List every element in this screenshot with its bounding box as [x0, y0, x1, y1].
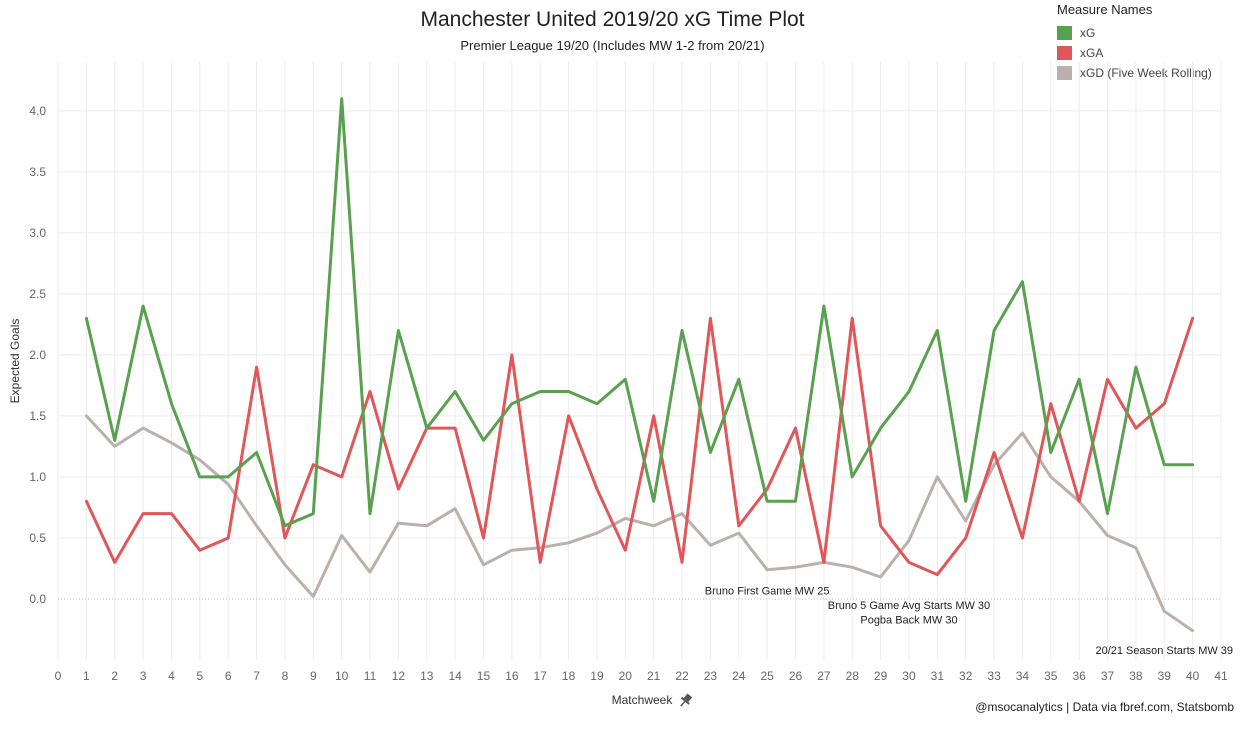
legend-swatch-xg: [1057, 26, 1072, 40]
series-line-xg[interactable]: [84, 97, 1195, 528]
x-tick-label: 31: [931, 669, 945, 683]
x-tick-label: 30: [902, 669, 916, 683]
x-tick-label: 0: [55, 669, 62, 683]
x-tick-label: 21: [647, 669, 661, 683]
x-tick-label: 37: [1101, 669, 1115, 683]
footer-credit: @msocanalytics | Data via fbref.com, Sta…: [975, 700, 1234, 714]
x-tick-label: 2: [111, 669, 118, 683]
x-tick-label: 34: [1016, 669, 1030, 683]
legend-title: Measure Names: [1057, 2, 1153, 17]
x-axis-title: Matchweek: [612, 693, 674, 707]
x-tick-label: 26: [789, 669, 803, 683]
x-tick-label: 28: [846, 669, 860, 683]
x-tick-label: 22: [675, 669, 689, 683]
legend: Measure Names xG xGA xGD (Five Week Roll…: [1057, 2, 1212, 83]
legend-swatch-xgd: [1057, 66, 1072, 80]
legend-item-xga[interactable]: xGA: [1057, 43, 1212, 63]
annotation-label: Bruno First Game MW 25: [705, 585, 830, 597]
series-line-xgd-five-week-rolling[interactable]: [84, 414, 1195, 633]
x-tick-label: 9: [310, 669, 317, 683]
x-tick-label: 25: [760, 669, 774, 683]
y-tick-label: 3.5: [29, 165, 46, 179]
legend-item-xgd[interactable]: xGD (Five Week Rolling): [1057, 63, 1212, 83]
y-axis-title: Expected Goals: [8, 319, 22, 404]
chart-title: Manchester United 2019/20 xG Time Plot: [420, 8, 805, 31]
y-tick-label: 4.0: [29, 104, 46, 118]
y-tick-label: 3.0: [29, 226, 46, 240]
x-tick-label: 29: [874, 669, 888, 683]
x-tick-label: 18: [562, 669, 576, 683]
y-tick-label: 1.5: [29, 409, 46, 423]
x-tick-label: 33: [987, 669, 1001, 683]
annotation-label: Pogba Back MW 30: [860, 615, 957, 627]
x-tick-label: 24: [732, 669, 746, 683]
x-tick-label: 35: [1044, 669, 1058, 683]
x-tick-label: 12: [392, 669, 406, 683]
x-tick-label: 15: [477, 669, 491, 683]
legend-label: xGA: [1080, 46, 1104, 60]
legend-item-xg[interactable]: xG: [1057, 23, 1212, 43]
legend-label: xGD (Five Week Rolling): [1080, 66, 1212, 80]
series-line-xga[interactable]: [84, 316, 1195, 577]
x-tick-label: 40: [1186, 669, 1200, 683]
x-tick-label: 13: [420, 669, 434, 683]
legend-label: xG: [1080, 26, 1096, 40]
chart-subtitle: Premier League 19/20 (Includes MW 1-2 fr…: [460, 38, 765, 53]
y-tick-label: 1.0: [29, 470, 46, 484]
x-tick-label: 41: [1214, 669, 1228, 683]
y-tick-label: 2.5: [29, 287, 46, 301]
x-tick-label: 19: [590, 669, 604, 683]
x-tick-label: 32: [959, 669, 973, 683]
legend-swatch-xga: [1057, 46, 1072, 60]
x-tick-label: 20: [619, 669, 633, 683]
x-tick-label: 38: [1129, 669, 1143, 683]
x-tick-label: 27: [817, 669, 831, 683]
x-tick-label: 6: [225, 669, 232, 683]
x-tick-label: 5: [196, 669, 203, 683]
x-tick-label: 17: [534, 669, 548, 683]
x-tick-label: 16: [505, 669, 519, 683]
pin-icon[interactable]: [677, 692, 694, 709]
y-tick-label: 2.0: [29, 348, 46, 362]
y-tick-label: 0.5: [29, 531, 46, 545]
annotation-label: Bruno 5 Game Avg Starts MW 30: [828, 600, 990, 612]
annotation-label: 20/21 Season Starts MW 39: [1095, 645, 1233, 657]
x-tick-label: 4: [168, 669, 175, 683]
x-tick-label: 7: [253, 669, 260, 683]
y-tick-label: 0.0: [29, 592, 46, 606]
x-tick-label: 11: [364, 669, 377, 683]
x-tick-label: 14: [448, 669, 462, 683]
x-tick-label: 10: [335, 669, 349, 683]
x-tick-label: 39: [1158, 669, 1172, 683]
x-tick-label: 8: [282, 669, 289, 683]
x-tick-label: 3: [140, 669, 147, 683]
x-tick-label: 23: [704, 669, 718, 683]
x-tick-label: 36: [1072, 669, 1086, 683]
x-tick-label: 1: [83, 669, 90, 683]
